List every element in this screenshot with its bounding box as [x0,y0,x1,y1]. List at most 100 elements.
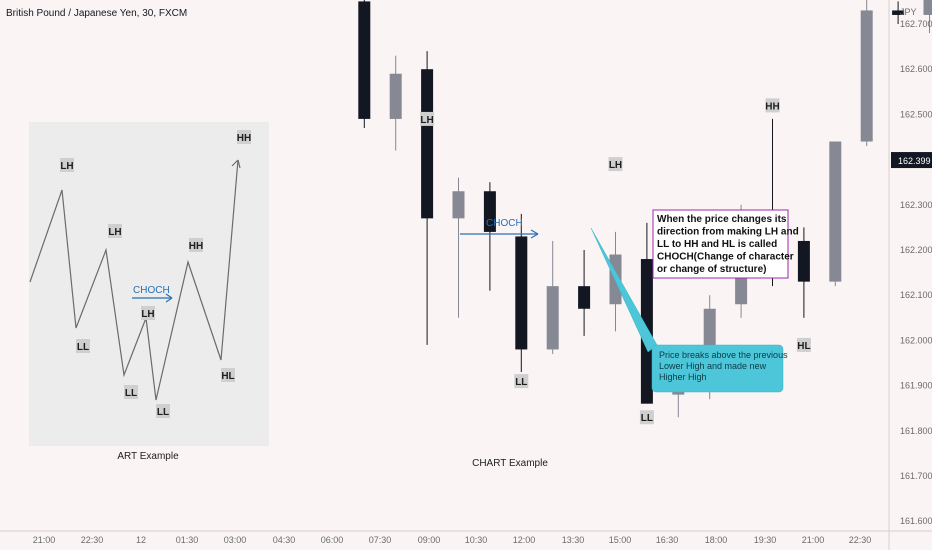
label-text: HL [221,371,234,382]
label-text: HH [237,133,251,144]
price-tick-label: 162.500 [900,109,932,119]
art-label-lh: LH [108,224,122,238]
label-text: LH [60,161,73,172]
price-tick-label: 161.600 [900,516,932,526]
candle-body [358,1,371,119]
choch-label: CHOCH [486,218,523,229]
label-text: LL [77,342,89,353]
symbol-title: British Pound / Japanese Yen, 30, FXCM [6,8,187,19]
current-price-label: 162.399 [898,156,931,166]
candle-body [515,236,528,350]
label-text: LL [515,377,527,388]
time-tick-label: 22:30 [849,535,872,545]
label-box [420,111,435,126]
label-box [639,410,654,425]
label-text: HL [797,341,810,352]
price-tick-label: 161.800 [900,426,932,436]
time-tick-label: 03:00 [224,535,247,545]
note-line: When the price changes its [657,214,787,225]
time-tick-label: 21:00 [802,535,825,545]
candle-body [829,141,842,282]
candle-body [860,10,873,142]
label-text: LL [125,388,137,399]
candle[interactable] [421,51,434,345]
candle-body [797,240,810,282]
candle[interactable] [797,227,810,318]
note-line: or change of structure) [657,264,766,275]
label-box [156,404,170,418]
candle-body [923,0,932,15]
label-box [221,368,235,382]
art-label-hl: HL [221,368,235,382]
candle[interactable] [546,240,559,354]
callout-line: Higher High [659,372,707,382]
label-text: LL [641,413,653,424]
candle[interactable] [892,1,905,24]
candle[interactable] [389,55,402,151]
note-line: LL to HH and HL is called [657,239,777,250]
label-text: LH [141,309,154,320]
candle[interactable] [452,177,465,318]
time-tick-label: 09:00 [418,535,441,545]
label-text: LL [157,407,169,418]
art-label-ll: LL [156,404,170,418]
time-tick-label: 01:30 [176,535,199,545]
label-text: LH [420,115,433,126]
candle[interactable] [515,213,528,373]
callout-line: Lower High and made new [659,361,767,371]
time-tick-label: 13:30 [562,535,585,545]
art-label-lh: LH [60,158,74,172]
label-box [189,238,203,252]
note-box [652,209,789,279]
label-box [514,374,529,389]
label-box [796,337,811,352]
label-box [60,158,74,172]
label-box [76,339,90,353]
note-line: CHOCH(Change of character [657,252,794,263]
structure-label-hh: HH [765,98,780,113]
candle[interactable] [483,182,496,291]
candle[interactable] [923,0,932,34]
label-text: HH [765,101,779,112]
callout-line: Price breaks above the previous [659,350,788,360]
candle-body [389,73,402,119]
price-tick-label: 162.000 [900,335,932,345]
art-label-hh: HH [189,238,203,252]
price-tick-label: 162.100 [900,290,932,300]
price-tick-label: 162.200 [900,245,932,255]
candle-body [452,191,465,219]
candle-body [483,191,496,232]
label-box [608,157,623,172]
note-line: direction from making LH and [657,227,799,238]
candle[interactable] [358,0,371,128]
candles-layer [358,0,932,418]
time-tick-label: 10:30 [465,535,488,545]
art-choch-arrowhead [165,293,173,303]
choch-arrowhead [530,229,539,239]
price-tick-label: 161.700 [900,471,932,481]
time-tick-label: 19:30 [754,535,777,545]
candle[interactable] [578,250,591,336]
structure-label-ll: LL [639,410,654,425]
candle-body [892,10,905,15]
choch-definition-note: When the price changes its direction from… [652,209,799,279]
time-tick-label: 22:30 [81,535,104,545]
price-tick-label: 162.300 [900,200,932,210]
chart-example-caption: CHART Example [472,458,548,469]
art-label-ll: LL [76,339,90,353]
art-inset-panel [29,122,269,446]
candle[interactable] [860,0,873,147]
structure-label-hl: HL [796,337,811,352]
candle[interactable] [640,222,653,404]
art-path-arrowhead [231,159,241,169]
label-box [237,130,251,144]
structure-label-lh: LH [420,111,435,126]
art-label-hh: HH [237,130,251,144]
time-tick-label: 12 [136,535,146,545]
candle[interactable] [829,141,842,287]
structure-label-ll: LL [514,374,529,389]
label-text: HH [189,241,203,252]
